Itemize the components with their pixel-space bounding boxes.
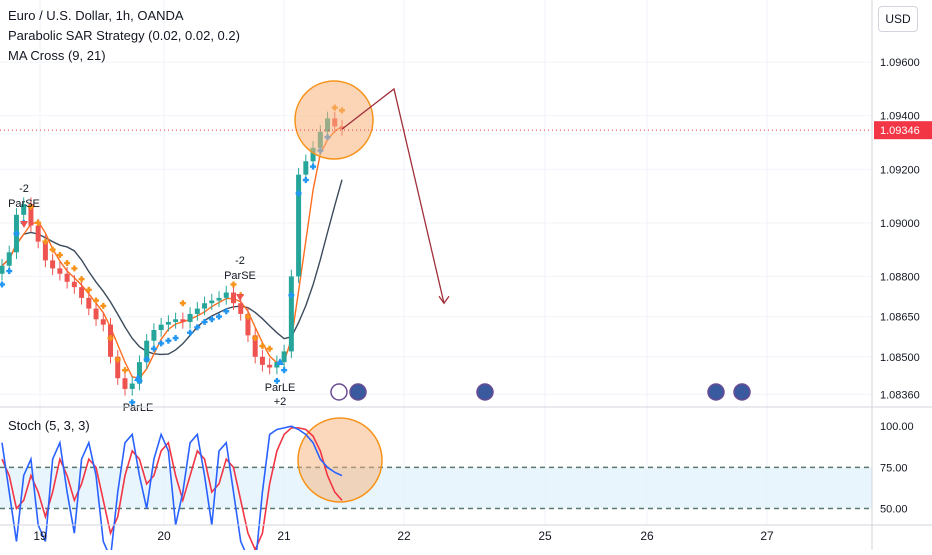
time-tick-label: 27: [760, 529, 774, 543]
highlight-circle-price: [294, 80, 374, 160]
price-tick-label: 1.09400: [880, 111, 920, 123]
candle-body: [0, 265, 5, 274]
forecast-arrow-head: [438, 295, 450, 305]
stoch-overbought-band: [0, 467, 872, 509]
chart-title[interactable]: Euro / U.S. Dollar, 1h, OANDA: [8, 8, 184, 23]
signal-arrow-up: [276, 358, 284, 365]
candle-body: [252, 335, 258, 357]
event-icon: [349, 383, 367, 401]
annotations: -2 ParSE -2 ParSE ParLE ParLE +2: [0, 80, 872, 503]
highlight-circle-stoch: [297, 417, 383, 503]
candle-body: [202, 303, 208, 309]
candle-body: [144, 340, 150, 363]
signal-arrow-down: [236, 294, 244, 301]
time-tick-label: 21: [277, 529, 291, 543]
stoch-lines: [1, 425, 343, 555]
price-tick-label: 1.09600: [880, 57, 920, 69]
candle-body: [57, 268, 63, 274]
stoch-tick-label: 100.00: [880, 421, 914, 433]
candle-body: [79, 287, 85, 298]
candle-body: [122, 378, 128, 389]
time-tick-label: 26: [640, 529, 654, 543]
stoch-tick-label: 50.00: [880, 504, 908, 516]
signal-label-bottom-right: ParLE: [265, 382, 296, 394]
time-tick-label: 19: [33, 529, 47, 543]
candle-body: [64, 273, 70, 282]
event-icon: [476, 383, 494, 401]
candle-body: [187, 313, 193, 322]
candle-body: [223, 292, 229, 298]
candle-body: [173, 319, 179, 322]
stoch-k-line: [1, 425, 343, 555]
price-tick-label: 1.09200: [880, 164, 920, 176]
candle-body: [93, 308, 99, 320]
event-icon: [733, 383, 751, 401]
candle-body: [216, 297, 222, 301]
signal-label-bottom-left: ParLE: [123, 402, 154, 414]
candle-body: [100, 319, 106, 325]
candle-body: [158, 324, 164, 330]
price-tick-label: 1.08500: [880, 352, 920, 364]
candle-body: [86, 297, 92, 309]
signal-count-top-left: -2: [19, 183, 29, 195]
parabolic-sar-dots: [0, 104, 345, 406]
price-tick-label: 1.09000: [880, 218, 920, 230]
candle-body: [71, 281, 77, 288]
stoch-d-line: [1, 427, 343, 552]
currency-button[interactable]: USD: [878, 6, 918, 32]
candle-body: [296, 174, 302, 277]
signal-count-mid: -2: [235, 255, 245, 267]
candlesticks[interactable]: [0, 111, 345, 396]
time-tick-label: 20: [157, 529, 171, 543]
candle-body: [209, 300, 215, 304]
stoch-band-group: [0, 466, 872, 510]
indicator-ma-cross[interactable]: MA Cross (9, 21): [8, 48, 106, 63]
price-tick-label: 1.08800: [880, 271, 920, 283]
signal-arrow-up: [134, 374, 142, 381]
candle-body: [6, 252, 12, 266]
candle-body: [115, 356, 121, 379]
stoch-tick-label: 75.00: [880, 462, 908, 474]
candle-body: [151, 330, 157, 341]
candle-body: [259, 356, 265, 365]
signal-label-top-left: ParSE: [8, 198, 40, 210]
candle-body: [303, 161, 309, 175]
event-icon: [707, 383, 725, 401]
indicator-parabolic-sar[interactable]: Parabolic SAR Strategy (0.02, 0.02, 0.2): [8, 28, 240, 43]
candle-body: [281, 351, 287, 363]
candle-body: [136, 362, 142, 384]
candle-body: [42, 241, 48, 261]
current-price-label: 1.09346: [880, 125, 920, 137]
price-tick-label: 1.08360: [880, 389, 920, 401]
candle-body: [165, 321, 171, 325]
signal-label-mid: ParSE: [224, 270, 256, 282]
time-tick-label: 22: [397, 529, 411, 543]
candle-body: [50, 260, 56, 269]
ma-slow-line: [1, 179, 343, 356]
stoch-title[interactable]: Stoch (5, 3, 3): [8, 418, 90, 433]
candle-body: [180, 319, 186, 322]
candle-body: [245, 313, 251, 336]
signal-count-bottom-right: +2: [274, 396, 287, 408]
candle-body: [230, 292, 236, 304]
candle-body: [238, 303, 244, 314]
candle-body: [28, 204, 34, 226]
candle-body: [310, 147, 316, 162]
candle-body: [21, 204, 27, 215]
candle-body: [288, 276, 294, 352]
candle-body: [129, 383, 135, 389]
forecast-arrow-path: [341, 87, 445, 304]
signal-arrow-down: [20, 221, 28, 228]
grid-lines: [0, 0, 872, 525]
event-icon: [330, 383, 348, 401]
candle-body: [194, 308, 200, 314]
time-tick-label: 25: [538, 529, 552, 543]
candle-body: [267, 364, 273, 368]
candle-body: [35, 225, 41, 242]
current-price-badge: [874, 121, 932, 140]
price-tick-label: 1.08650: [880, 312, 920, 324]
